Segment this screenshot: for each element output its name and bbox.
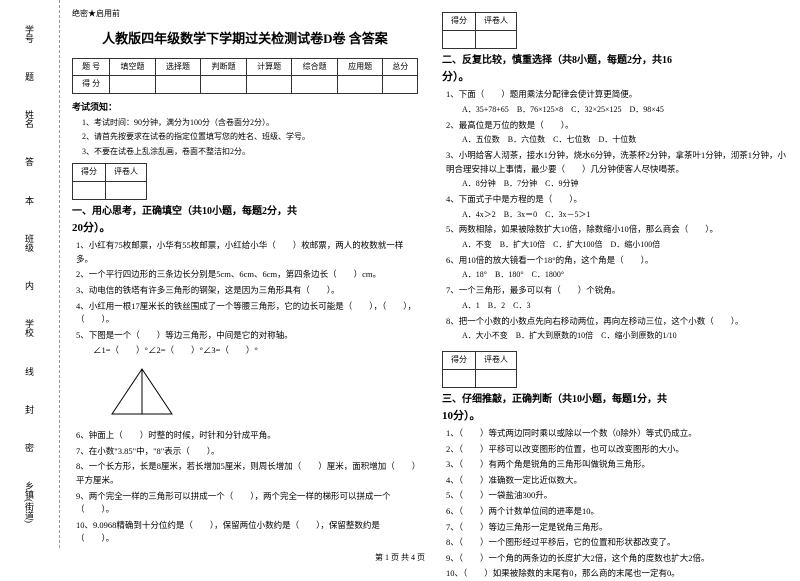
bind-mark: 本 xyxy=(23,196,36,205)
bind-label: 学校 xyxy=(23,319,36,337)
th: 综合题 xyxy=(292,58,338,76)
section3-title: 三、仔细推敲，正确判断（共10小题，每题1分，共 xyxy=(442,394,667,405)
section1-title2: 20分）。 xyxy=(72,220,418,238)
q: 1、下面（ ）题用乘法分配律会使计算更简便。 xyxy=(446,88,788,102)
q: 2、（ ）平移可以改变图形的位置，也可以改变图形的大小。 xyxy=(446,443,788,457)
bind-label: 学号 xyxy=(23,25,36,43)
th: 计算题 xyxy=(246,58,292,76)
q: 6、（ ）两个计数单位间的进率是10。 xyxy=(446,505,788,519)
binding-margin: 学号 题 姓名 答 本 班级 内 学校 线 封 密 乡镇(街道) xyxy=(0,0,60,548)
th: 总分 xyxy=(383,58,418,76)
q: 4、（ ）准确数一定比近似数大。 xyxy=(446,474,788,488)
q: 6、用10倍的放大镜看一个18°的角，这个角是（ ）。 xyxy=(446,254,788,268)
section-score-box: 得分评卷人 xyxy=(72,163,147,200)
opt: A．4x＞2 B．3x＝0 C．3x－5＞1 xyxy=(462,209,788,222)
section-score-box: 得分评卷人 xyxy=(442,12,517,49)
q: 5、两数相除，如果被除数扩大10倍，除数缩小10倍，那么商会（ ）。 xyxy=(446,223,788,237)
q: 5、（ ）一袋盐油300升。 xyxy=(446,489,788,503)
notice-item: 1、考试时间：90分钟，满分为100分（含卷面分2分）。 xyxy=(82,117,418,130)
q: 9、两个完全一样的三角形可以拼成一个（ ），两个完全一样的梯形可以拼成一个（ ）… xyxy=(76,490,418,517)
bind-label: 姓名 xyxy=(23,110,36,128)
q: 4、下面式子中是方程的是（ ）。 xyxy=(446,193,788,207)
section2-title2: 分）。 xyxy=(442,69,788,87)
opt: A．大小不变 B．扩大到原数的10倍 C．缩小到原数的1/10 xyxy=(462,330,788,343)
q: 6、钟面上（ ）时整的时候，时针和分针成平角。 xyxy=(76,429,418,443)
score-table: 题 号 填空题 选择题 判断题 计算题 综合题 应用题 总分 得 分 xyxy=(72,58,418,95)
q: 7、在小数"3.85"中，"8"表示（ ）。 xyxy=(76,445,418,459)
opt: A．8分钟 B．7分钟 C．9分钟 xyxy=(462,178,788,191)
q: 8、一个长方形，长是8厘米，若长增加5厘米，则周长增加（ ）厘米，面积增加（ ）… xyxy=(76,460,418,487)
q: 10、9.0968精确到十分位约是（ ），保留两位小数约是（ ），保留整数约是（… xyxy=(76,519,418,546)
q: 4、小红用一根17厘米长的铁丝围成了一个等腰三角形，它的边长可能是（ ），（ ）… xyxy=(76,300,418,327)
q: 2、最高位是万位的数是（ ）。 xyxy=(446,119,788,133)
q: 5、下图是一个（ ）等边三角形，中间是它的对称轴。 xyxy=(76,329,418,343)
opt: A．1 B．2 C．3 xyxy=(462,300,788,313)
q: 2、一个平行四边形的三条边长分别是5cm、6cm、6cm，第四条边长（ ）cm。 xyxy=(76,268,418,282)
th: 判断题 xyxy=(201,58,247,76)
left-column: 绝密★启用前 人教版四年级数学下学期过关检测试卷D卷 含答案 题 号 填空题 选… xyxy=(60,0,430,548)
th: 应用题 xyxy=(337,58,383,76)
sh: 得分 xyxy=(443,351,476,369)
notice-item: 3、不要在试卷上乱涂乱画，卷面不整洁扣2分。 xyxy=(82,146,418,159)
bind-mark: 题 xyxy=(23,72,36,81)
sh: 评卷人 xyxy=(476,351,517,369)
q: 8、把一个小数的小数点先向右移动两位，再向左移动三位，这个小数（ ）。 xyxy=(446,315,788,329)
bind-mark: 线 xyxy=(23,367,36,376)
bind-label: 乡镇(街道) xyxy=(23,481,36,523)
th: 填空题 xyxy=(110,58,156,76)
q: 10、（ ）如果被除数的末尾有0，那么商的末尾也一定有0。 xyxy=(446,567,788,581)
notice-title: 考试须知： xyxy=(72,100,418,114)
q: 1、小红有75枚邮票，小华有55枚邮票，小红给小华（ ）枚邮票，两人的枚数就一样… xyxy=(76,239,418,266)
q: 3、（ ）有两个角是锐角的三角形叫做锐角三角形。 xyxy=(446,458,788,472)
th: 选择题 xyxy=(155,58,201,76)
notice-item: 2、请首先按要求在试卷的指定位置填写您的姓名、班级、学号。 xyxy=(82,131,418,144)
bind-label: 班级 xyxy=(23,234,36,252)
q: 1、（ ）等式两边同时乘以或除以一个数（0除外）等式仍成立。 xyxy=(446,427,788,441)
exam-title: 人教版四年级数学下学期过关检测试卷D卷 含答案 xyxy=(72,29,418,50)
sh: 评卷人 xyxy=(476,13,517,31)
td: 得 分 xyxy=(73,76,110,94)
opt: A．18° B．180° C．1800° xyxy=(462,269,788,282)
q: ∠1=（ ）°∠2=（ ）°∠3=（ ）° xyxy=(76,344,418,358)
sh: 得分 xyxy=(73,163,106,181)
bind-mark: 内 xyxy=(23,281,36,290)
bind-mark: 封 xyxy=(23,405,36,414)
right-column: 得分评卷人 二、反复比较，慎重选择（共8小题，每题2分，共16 分）。 1、下面… xyxy=(430,0,800,548)
bind-mark: 密 xyxy=(23,443,36,452)
opt: A．五位数 B．六位数 C．七位数 D．十位数 xyxy=(462,134,788,147)
sh: 评卷人 xyxy=(106,163,147,181)
page-footer: 第 1 页 共 4 页 xyxy=(0,552,800,563)
sh: 得分 xyxy=(443,13,476,31)
q: 7、（ ）等边三角形一定是锐角三角形。 xyxy=(446,521,788,535)
section2-title: 二、反复比较，慎重选择（共8小题，每题2分，共16 xyxy=(442,55,672,66)
section1-title: 一、用心思考，正确填空（共10小题，每题2分，共 xyxy=(72,206,297,217)
section-score-box: 得分评卷人 xyxy=(442,351,517,388)
opt: A．35+78+65 B．76×125×8 C．32×25×125 D．98×4… xyxy=(462,104,788,117)
section3-title2: 10分）。 xyxy=(442,408,788,426)
bind-mark: 答 xyxy=(23,157,36,166)
opt: A．不变 B．扩大10倍 C．扩大100倍 D．缩小100倍 xyxy=(462,239,788,252)
q: 7、一个三角形，最多可以有（ ）个锐角。 xyxy=(446,284,788,298)
q: 3、小明给客人沏茶，接水1分钟，烧水6分钟，洗茶杯2分钟，拿茶叶1分钟，沏茶1分… xyxy=(446,149,788,176)
q: 3、动电信的铁塔有许多三角形的钢架，这是因为三角形具有（ ）。 xyxy=(76,284,418,298)
th: 题 号 xyxy=(73,58,110,76)
triangle-diagram xyxy=(102,364,182,419)
q: 8、（ ）一个图形经过平移后，它的位置和形状都改变了。 xyxy=(446,536,788,550)
secret-label: 绝密★启用前 xyxy=(72,8,418,21)
